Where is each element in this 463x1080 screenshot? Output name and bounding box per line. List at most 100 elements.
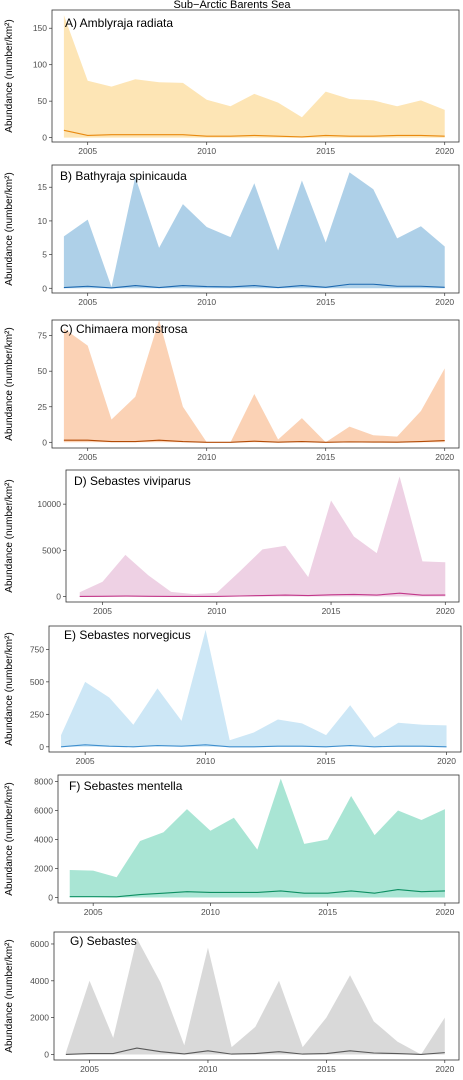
figure-title: Sub−Arctic Barents Sea bbox=[173, 0, 291, 11]
x-tick-label: 2020 bbox=[435, 907, 454, 917]
x-tick-label: 2020 bbox=[436, 606, 455, 616]
panel-border bbox=[53, 931, 460, 1061]
series-line bbox=[79, 592, 446, 598]
y-tick-label: 50 bbox=[38, 96, 48, 106]
series-line bbox=[63, 439, 445, 443]
panel-7: 2005 2010 2015 2020 0 2000 4000 6000 G) Sebastes… bbox=[4, 931, 460, 1074]
panel-1: 2005 2010 2015 2020 0 50 100 150 A) Amblyraja ra… bbox=[4, 9, 460, 156]
x-tick-label: 2015 bbox=[322, 606, 341, 616]
y-tick-label: 0 bbox=[56, 591, 61, 601]
y-tick-label: 4000 bbox=[34, 835, 53, 845]
x-tick-label: 2010 bbox=[197, 452, 216, 462]
x-tick-label: 2015 bbox=[317, 756, 336, 766]
x-tick-label: 2020 bbox=[437, 756, 456, 766]
y-tick-label: 100 bbox=[33, 60, 47, 70]
y-axis-title: Abundance (number/km²) bbox=[4, 172, 15, 285]
y-tick-label: 15 bbox=[38, 182, 48, 192]
panel-3: 2005 2010 2015 2020 0 25 50 75 C) Chimaera monst… bbox=[4, 319, 460, 462]
x-tick-label: 2015 bbox=[316, 146, 335, 156]
series-line bbox=[63, 129, 445, 138]
y-tick-label: 2000 bbox=[34, 863, 53, 873]
panel-border bbox=[65, 469, 460, 603]
y-axis-title: Abundance (number/km²) bbox=[4, 939, 15, 1052]
x-tick-label: 2010 bbox=[197, 146, 216, 156]
y-tick-label: 0 bbox=[44, 1049, 49, 1059]
area-band bbox=[65, 938, 445, 1055]
y-axis-title: Abundance (number/km²) bbox=[4, 19, 15, 132]
y-tick-label: 150 bbox=[33, 23, 47, 33]
panel-border bbox=[51, 9, 460, 143]
panel-6: 2005 2010 2015 2020 0 2000 4000 6000 8000 F) Seba… bbox=[4, 774, 460, 917]
x-tick-label: 2005 bbox=[78, 297, 97, 307]
y-tick-label: 2000 bbox=[30, 1013, 49, 1023]
y-tick-label: 0 bbox=[42, 437, 47, 447]
x-tick-label: 2005 bbox=[78, 146, 97, 156]
x-tick-label: 2005 bbox=[93, 606, 112, 616]
y-axis-title: Abundance (number/km²) bbox=[4, 632, 15, 745]
y-tick-label: 6000 bbox=[30, 939, 49, 949]
y-axis-title: Abundance (number/km²) bbox=[4, 782, 15, 895]
y-tick-label: 5 bbox=[42, 250, 47, 260]
y-tick-label: 5000 bbox=[42, 545, 61, 555]
panel-title: C) Chimaera monstrosa bbox=[60, 322, 188, 336]
y-axis-title: Abundance (number/km²) bbox=[4, 479, 15, 592]
x-tick-label: 2015 bbox=[316, 452, 335, 462]
panel-border bbox=[57, 774, 460, 904]
x-tick-label: 2005 bbox=[84, 907, 103, 917]
y-tick-label: 4000 bbox=[30, 976, 49, 986]
y-tick-label: 75 bbox=[38, 331, 48, 341]
area-band bbox=[63, 15, 445, 138]
panel-border bbox=[51, 319, 460, 449]
panel-border bbox=[51, 164, 460, 294]
y-tick-label: 750 bbox=[30, 644, 44, 654]
y-tick-label: 10 bbox=[38, 216, 48, 226]
area-band bbox=[63, 320, 445, 443]
x-tick-label: 2005 bbox=[76, 756, 95, 766]
area-band bbox=[69, 778, 445, 898]
x-tick-label: 2010 bbox=[207, 606, 226, 616]
x-tick-label: 2005 bbox=[78, 452, 97, 462]
y-tick-label: 0 bbox=[42, 133, 47, 143]
panel-title: B) Bathyraja spinicauda bbox=[60, 169, 187, 183]
panel-4: 2005 2010 2015 2020 0 5000 10000 D) Sebastes vi… bbox=[4, 469, 460, 616]
x-tick-label: 2020 bbox=[435, 1064, 454, 1074]
y-tick-label: 250 bbox=[30, 709, 44, 719]
panel-title: F) Sebastes mentella bbox=[69, 779, 183, 793]
x-tick-label: 2005 bbox=[80, 1064, 99, 1074]
x-tick-label: 2015 bbox=[318, 907, 337, 917]
x-tick-label: 2020 bbox=[435, 297, 454, 307]
panel-5: 2005 2010 2015 2020 0 250 500 750 E) Sebastes no… bbox=[4, 625, 462, 766]
y-tick-label: 8000 bbox=[34, 777, 53, 787]
y-tick-label: 6000 bbox=[34, 806, 53, 816]
y-tick-label: 0 bbox=[42, 283, 47, 293]
x-tick-label: 2015 bbox=[316, 297, 335, 307]
panel-title: A) Amblyraja radiata bbox=[65, 16, 173, 30]
series-line bbox=[69, 888, 445, 898]
y-tick-label: 10000 bbox=[37, 499, 61, 509]
x-tick-label: 2010 bbox=[196, 756, 215, 766]
panel-title: E) Sebastes norvegicus bbox=[64, 628, 191, 642]
x-tick-label: 2020 bbox=[435, 146, 454, 156]
x-tick-label: 2020 bbox=[435, 452, 454, 462]
y-tick-label: 50 bbox=[38, 366, 48, 376]
area-band bbox=[63, 172, 445, 289]
y-axis-title: Abundance (number/km²) bbox=[4, 327, 15, 440]
area-band bbox=[79, 476, 446, 597]
series-line bbox=[61, 744, 447, 748]
y-tick-label: 0 bbox=[39, 742, 44, 752]
area-band bbox=[61, 629, 447, 747]
panel-border bbox=[48, 625, 462, 753]
series-line bbox=[65, 1047, 445, 1056]
panel-2: 2005 2010 2015 2020 0 5 10 15 B) Bathyraja spini… bbox=[4, 164, 460, 307]
panel-title: G) Sebastes bbox=[70, 934, 137, 948]
y-tick-label: 500 bbox=[30, 677, 44, 687]
y-tick-label: 0 bbox=[48, 892, 53, 902]
x-tick-label: 2015 bbox=[317, 1064, 336, 1074]
x-tick-label: 2010 bbox=[198, 1064, 217, 1074]
x-tick-label: 2010 bbox=[201, 907, 220, 917]
y-tick-label: 25 bbox=[38, 402, 48, 412]
series-line bbox=[63, 283, 445, 289]
x-tick-label: 2010 bbox=[197, 297, 216, 307]
panel-title: D) Sebastes viviparus bbox=[74, 474, 191, 488]
